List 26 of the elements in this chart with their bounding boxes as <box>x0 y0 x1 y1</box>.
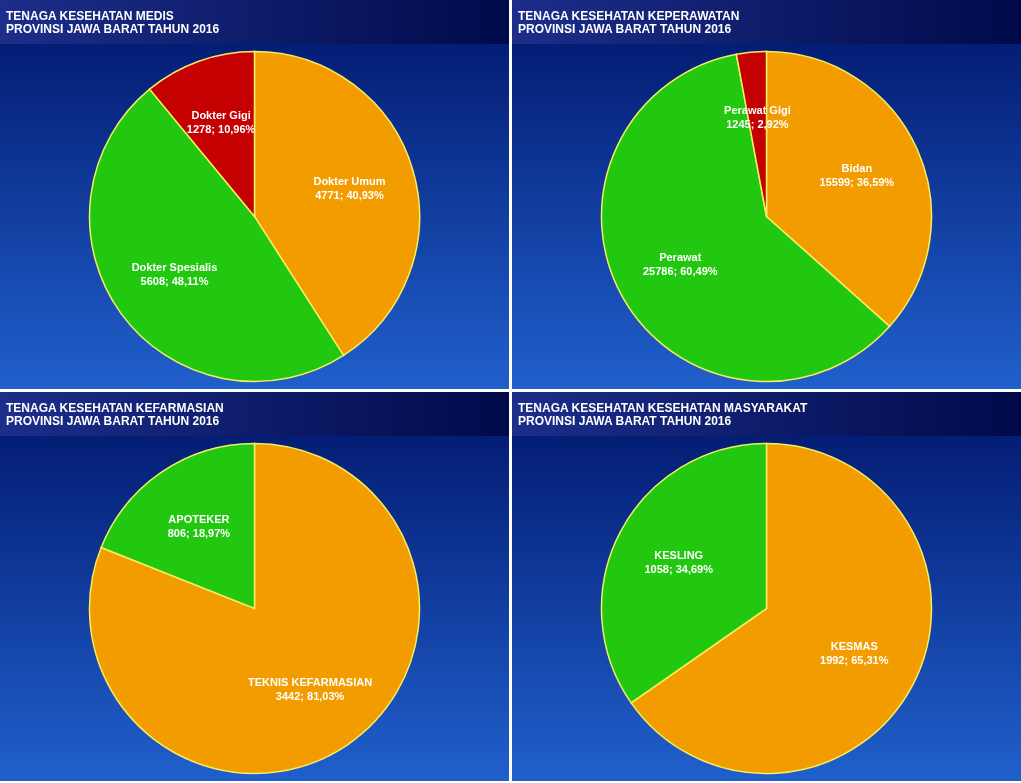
slice-label: TEKNIS KEFARMASIAN <box>248 676 373 689</box>
chart-subtitle: PROVINSI JAWA BARAT TAHUN 2016 <box>518 414 732 428</box>
data-label: 4771; 40,93% <box>315 188 384 201</box>
data-label: 15599; 36,59% <box>819 176 895 189</box>
chart-title: TENAGA KESEHATAN MEDIS <box>6 9 174 23</box>
data-label: 25786; 60,49% <box>642 265 718 278</box>
data-label: 5608; 48,11% <box>140 274 209 287</box>
chart-subtitle: PROVINSI JAWA BARAT TAHUN 2016 <box>6 414 220 428</box>
chart-subtitle: PROVINSI JAWA BARAT TAHUN 2016 <box>518 22 732 36</box>
slice-label: Dokter Gigi <box>191 109 251 122</box>
slice-label: APOTEKER <box>168 512 230 525</box>
chart-title: TENAGA KESEHATAN KESEHATAN MASYARAKAT <box>518 401 809 415</box>
slice-label: KESMAS <box>830 640 878 653</box>
data-label: 1058; 34,69% <box>644 562 714 575</box>
slice-label: Perawat <box>659 251 702 264</box>
slice-label: Dokter Umum <box>313 174 386 187</box>
chart-title: TENAGA KESEHATAN KEPERAWATAN <box>518 9 740 23</box>
pie-slice <box>88 442 421 775</box>
data-label: 806; 18,97% <box>167 526 231 539</box>
slice-label: KESLING <box>654 548 704 561</box>
slice-label: Bidan <box>841 162 873 175</box>
data-label: 1992; 65,31% <box>820 654 889 667</box>
chart-title: TENAGA KESEHATAN KEFARMASIAN <box>6 401 224 415</box>
chart-subtitle: PROVINSI JAWA BARAT TAHUN 2016 <box>6 22 220 36</box>
slice-label: Dokter Spesialis <box>131 260 218 273</box>
data-label: 3442; 81,03% <box>275 690 345 703</box>
